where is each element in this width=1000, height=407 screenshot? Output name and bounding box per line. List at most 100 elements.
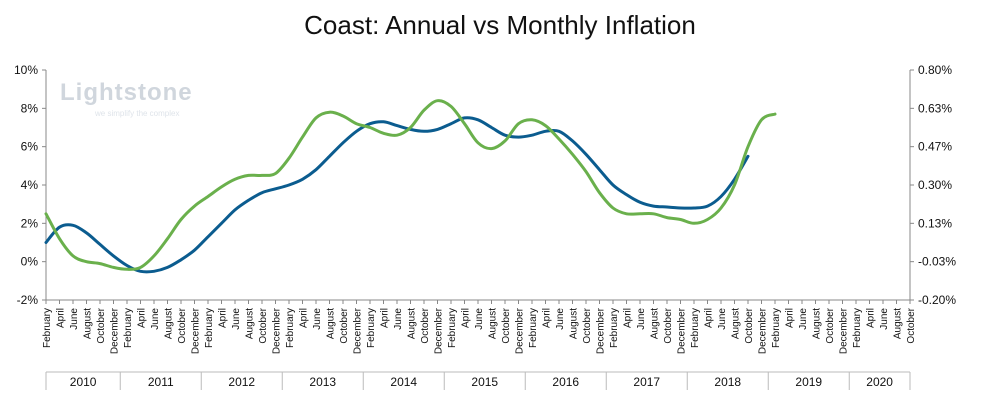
watermark-logo: Lightstone we simplify the complex [60,79,193,118]
x-month-label: April [56,308,67,328]
x-year-label: 2020 [866,375,893,389]
x-month-label: October [825,307,836,343]
series-line-1 [44,116,750,274]
x-month-label: February [852,308,863,348]
x-year-label: 2017 [633,375,660,389]
x-month-label: August [731,308,742,339]
x-month-label: December [596,307,607,354]
watermark-tagline: we simplify the complex [94,109,179,118]
x-month-label: February [690,308,701,348]
y-left-tick-label: 0% [21,255,39,269]
y-right-tick-label: 0.30% [918,178,952,192]
x-month-label: October [744,307,755,343]
x-month-label: April [623,308,634,328]
series-line-2 [44,99,777,271]
x-month-label: October [582,307,593,343]
x-month-label: June [393,308,404,330]
x-year-label: 2014 [390,375,417,389]
x-month-label: February [123,308,134,348]
y-left-tick-label: 6% [21,140,39,154]
y-right-tick-label: 0.47% [918,140,952,154]
x-month-label: December [110,307,121,354]
y-left-tick-label: 4% [21,178,39,192]
x-month-label: April [218,308,229,328]
x-month-label: December [272,307,283,354]
x-month-label: April [299,308,310,328]
x-month-label: April [704,308,715,328]
x-month-label: October [339,307,350,343]
x-month-label: June [717,308,728,330]
x-month-label: April [380,308,391,328]
x-month-label: February [447,308,458,348]
x-month-label: April [542,308,553,328]
x-month-label: June [150,308,161,330]
x-month-label: August [650,308,661,339]
y-right-tick-label: 0.13% [918,216,952,230]
x-year-label: 2018 [714,375,741,389]
x-month-label: December [515,307,526,354]
x-month-label: October [177,307,188,343]
x-month-label: October [258,307,269,343]
x-year-label: 2010 [70,375,97,389]
x-year-label: 2015 [471,375,498,389]
x-month-label: December [839,307,850,354]
y-axis-left: 10% 8% 6% 4% 2% 0% -2% [14,63,46,307]
y-left-tick-label: 8% [21,101,39,115]
x-month-label: December [353,307,364,354]
x-year-label: 2016 [552,375,579,389]
x-month-label: April [785,308,796,328]
x-month-label: June [636,308,647,330]
series-lines [44,99,777,274]
x-month-label: October [96,307,107,343]
x-month-label: February [771,308,782,348]
y-right-tick-label: -0.03% [918,255,956,269]
x-month-label: June [474,308,485,330]
x-month-label: June [798,308,809,330]
x-month-label: February [204,308,215,348]
x-month-label: August [407,308,418,339]
x-month-label: August [812,308,823,339]
x-month-label: February [366,308,377,348]
x-month-label: April [137,308,148,328]
x-month-label: February [285,308,296,348]
x-year-label: 2011 [148,375,174,389]
y-right-tick-label: -0.20% [918,293,956,307]
watermark-brand: Lightstone [60,79,193,106]
x-month-label: April [866,308,877,328]
x-month-label: February [42,308,53,348]
x-month-label: June [555,308,566,330]
x-year-label: 2013 [309,375,336,389]
x-month-label: December [191,307,202,354]
chart-title: Coast: Annual vs Monthly Inflation [304,10,696,40]
x-month-label: October [501,307,512,343]
x-month-label: June [879,308,890,330]
x-month-label: August [164,308,175,339]
x-month-label: June [69,308,80,330]
x-month-label: October [906,307,917,343]
x-month-label: December [677,307,688,354]
x-month-label: August [488,308,499,339]
y-left-tick-label: 10% [14,63,38,77]
y-left-tick-label: 2% [21,216,39,230]
x-month-label: August [569,308,580,339]
x-month-label: August [893,308,904,339]
x-month-label: August [326,308,337,339]
x-month-label: June [231,308,242,330]
x-month-label: August [83,308,94,339]
x-month-label: October [420,307,431,343]
y-left-tick-label: -2% [17,293,39,307]
x-month-label: October [663,307,674,343]
x-month-label: August [245,308,256,339]
x-month-label: February [609,308,620,348]
x-month-label: April [461,308,472,328]
x-axis-years: 2010 2011 2012 2013 2014 2015 2016 2017 2018 2019… [45,371,911,390]
x-month-label: June [312,308,323,330]
y-right-tick-label: 0.80% [918,63,952,77]
y-right-tick-label: 0.63% [918,101,952,115]
y-axis-right: 0.80% 0.63% 0.47% 0.30% 0.13% -0.03% -0.20% [910,63,956,307]
x-year-label: 2019 [795,375,822,389]
x-month-label: December [758,307,769,354]
x-axis-months: February April June August October December Fe… [42,300,917,354]
x-year-label: 2012 [228,375,255,389]
